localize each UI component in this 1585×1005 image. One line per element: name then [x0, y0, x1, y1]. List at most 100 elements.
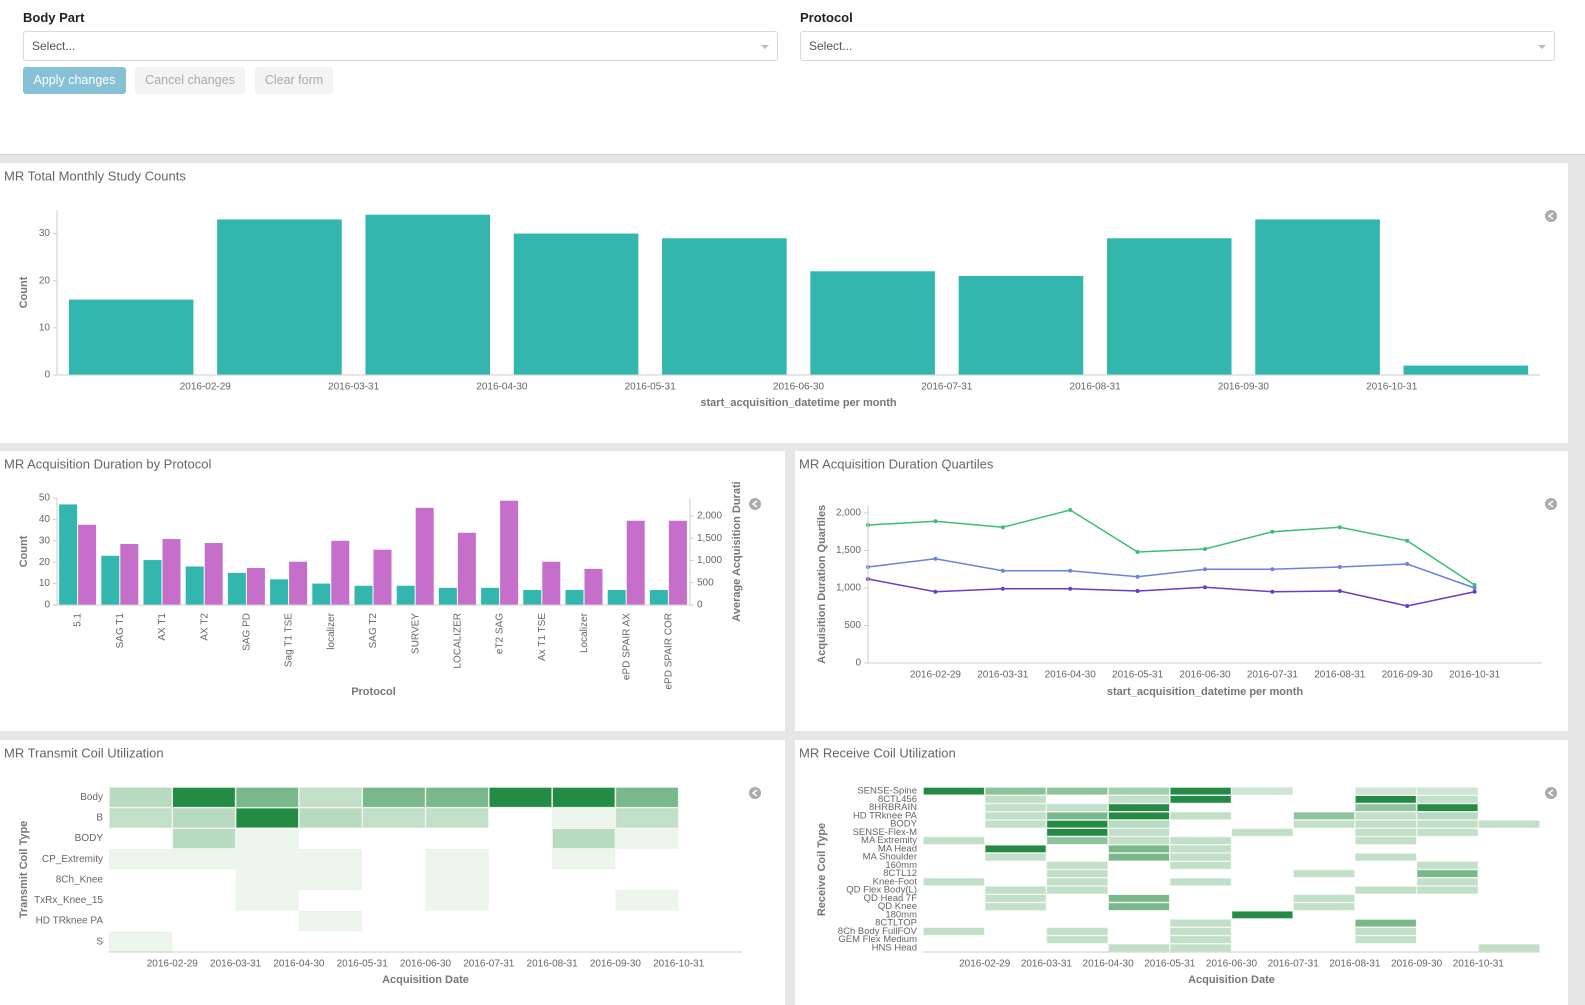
row-label: TxRx_Knee_15 [34, 895, 103, 906]
row-label: BODY [890, 819, 918, 830]
heat-cell [1046, 787, 1108, 795]
point [933, 589, 938, 594]
heat-cell [1046, 878, 1108, 886]
bar [542, 561, 561, 605]
heat-cell [1355, 927, 1417, 936]
bar [523, 590, 542, 605]
y-tick-label: 30 [39, 228, 51, 239]
bar [227, 572, 246, 605]
row-label: S [96, 936, 103, 947]
heat-cell [1416, 803, 1479, 812]
y2-axis-label: Average Acquisition Durati [731, 481, 743, 621]
y-tick-label: 1,500 [836, 545, 861, 556]
x-tick-label: 2016-08-31 [527, 959, 579, 970]
bar [354, 585, 373, 605]
row-label: B [96, 813, 103, 824]
point [1135, 574, 1140, 579]
caret [1538, 45, 1546, 49]
x-tick-label: localizer [326, 612, 337, 649]
bar [662, 238, 787, 375]
chart-panel: MR Acquisition Duration by Protocol 5.1 SA… [0, 451, 785, 731]
heat-cell [489, 787, 552, 808]
y-tick-label: 2,000 [697, 510, 722, 521]
heat-cell [425, 807, 489, 828]
heat-cell [984, 886, 1047, 894]
heat-cell [1170, 927, 1232, 936]
heat-cell [235, 807, 299, 828]
line [867, 578, 1475, 607]
x-tick-label: SAG PD [242, 613, 253, 651]
heat-cell [984, 894, 1047, 903]
filter-bar: Body Part Select... Protocol Select... A… [0, 0, 1585, 155]
chart-title: MR Receive Coil Utilization [799, 745, 956, 760]
x-tick-label: 2016-04-30 [1045, 670, 1097, 681]
heat-cell [362, 787, 426, 808]
heat-cell [1416, 861, 1479, 870]
x-tick-label: ePD SPAIR COR [664, 613, 675, 690]
x-tick-label: LOCALIZER [453, 613, 464, 669]
heat-cell [425, 890, 489, 911]
bar [438, 587, 457, 605]
heat-cell [1293, 812, 1355, 820]
apply-button[interactable]: Apply changes [23, 67, 126, 94]
cancel-button[interactable]: Cancel changes [135, 67, 245, 94]
row-label: MA Head [878, 843, 917, 854]
x-tick-label: AX T1 [157, 613, 168, 641]
collapse-icon[interactable] [749, 498, 761, 510]
y-tick-label: 10 [39, 322, 51, 333]
point [1405, 538, 1410, 543]
heat-cell [1170, 861, 1232, 870]
x-tick-label: 2016-05-31 [337, 959, 389, 970]
y-tick-label: 30 [39, 535, 51, 546]
select[interactable]: Select... [23, 31, 778, 61]
heat-cell [1416, 787, 1479, 795]
bar [1403, 365, 1529, 375]
placeholder: Select... [32, 39, 76, 53]
heat-cell [235, 787, 299, 808]
row-label: Knee-Foot [873, 876, 918, 887]
heat-cell [1046, 935, 1108, 944]
bar [958, 276, 1084, 375]
bar [607, 590, 626, 605]
heat-cell [1108, 944, 1170, 952]
collapse-icon[interactable] [1545, 498, 1557, 510]
row-label: HD TRknee PA [36, 916, 104, 927]
heat-cell [1355, 935, 1417, 944]
bar [649, 590, 668, 605]
heat-cell [172, 828, 236, 849]
heat-cell [1108, 902, 1170, 911]
x-tick-label: Sag T1 TSE [284, 613, 295, 667]
heat-cell [1046, 927, 1108, 936]
heat-cell [1231, 911, 1293, 919]
x-tick-label: 2016-08-31 [1329, 959, 1381, 970]
heat-cell [235, 890, 299, 911]
x-tick-label: 2016-08-31 [1314, 670, 1366, 681]
heat-cell [1355, 787, 1417, 795]
x-tick-label: 2016-05-31 [1112, 670, 1164, 681]
x-tick-label: 2016-04-30 [273, 959, 325, 970]
x-tick-label: 2016-02-29 [959, 959, 1011, 970]
heat-cell [1293, 820, 1355, 828]
y-tick-label: 40 [39, 514, 51, 525]
collapse-icon[interactable] [1545, 210, 1557, 222]
heat-cell [109, 931, 173, 952]
heat-cell [1355, 919, 1417, 927]
x-axis-label: Protocol [351, 686, 396, 698]
heat-cell [1046, 812, 1108, 820]
line [867, 509, 1476, 586]
collapse-icon[interactable] [1545, 787, 1557, 799]
y-tick-label: 20 [39, 275, 51, 286]
heat-cell [299, 849, 362, 870]
x-tick-label: 2016-03-31 [1021, 959, 1073, 970]
select[interactable]: Select... [800, 31, 1555, 61]
x-tick-label: 2016-05-31 [625, 382, 677, 393]
heat-cell [1478, 820, 1540, 828]
collapse-icon[interactable] [749, 787, 761, 799]
heat-cell [425, 869, 489, 890]
point [1337, 589, 1342, 593]
x-tick-label: Ax T1 TSE [537, 613, 548, 661]
clear-button[interactable]: Clear form [255, 67, 333, 94]
point [1472, 589, 1477, 594]
x-tick-label: 5.1 [73, 613, 84, 627]
